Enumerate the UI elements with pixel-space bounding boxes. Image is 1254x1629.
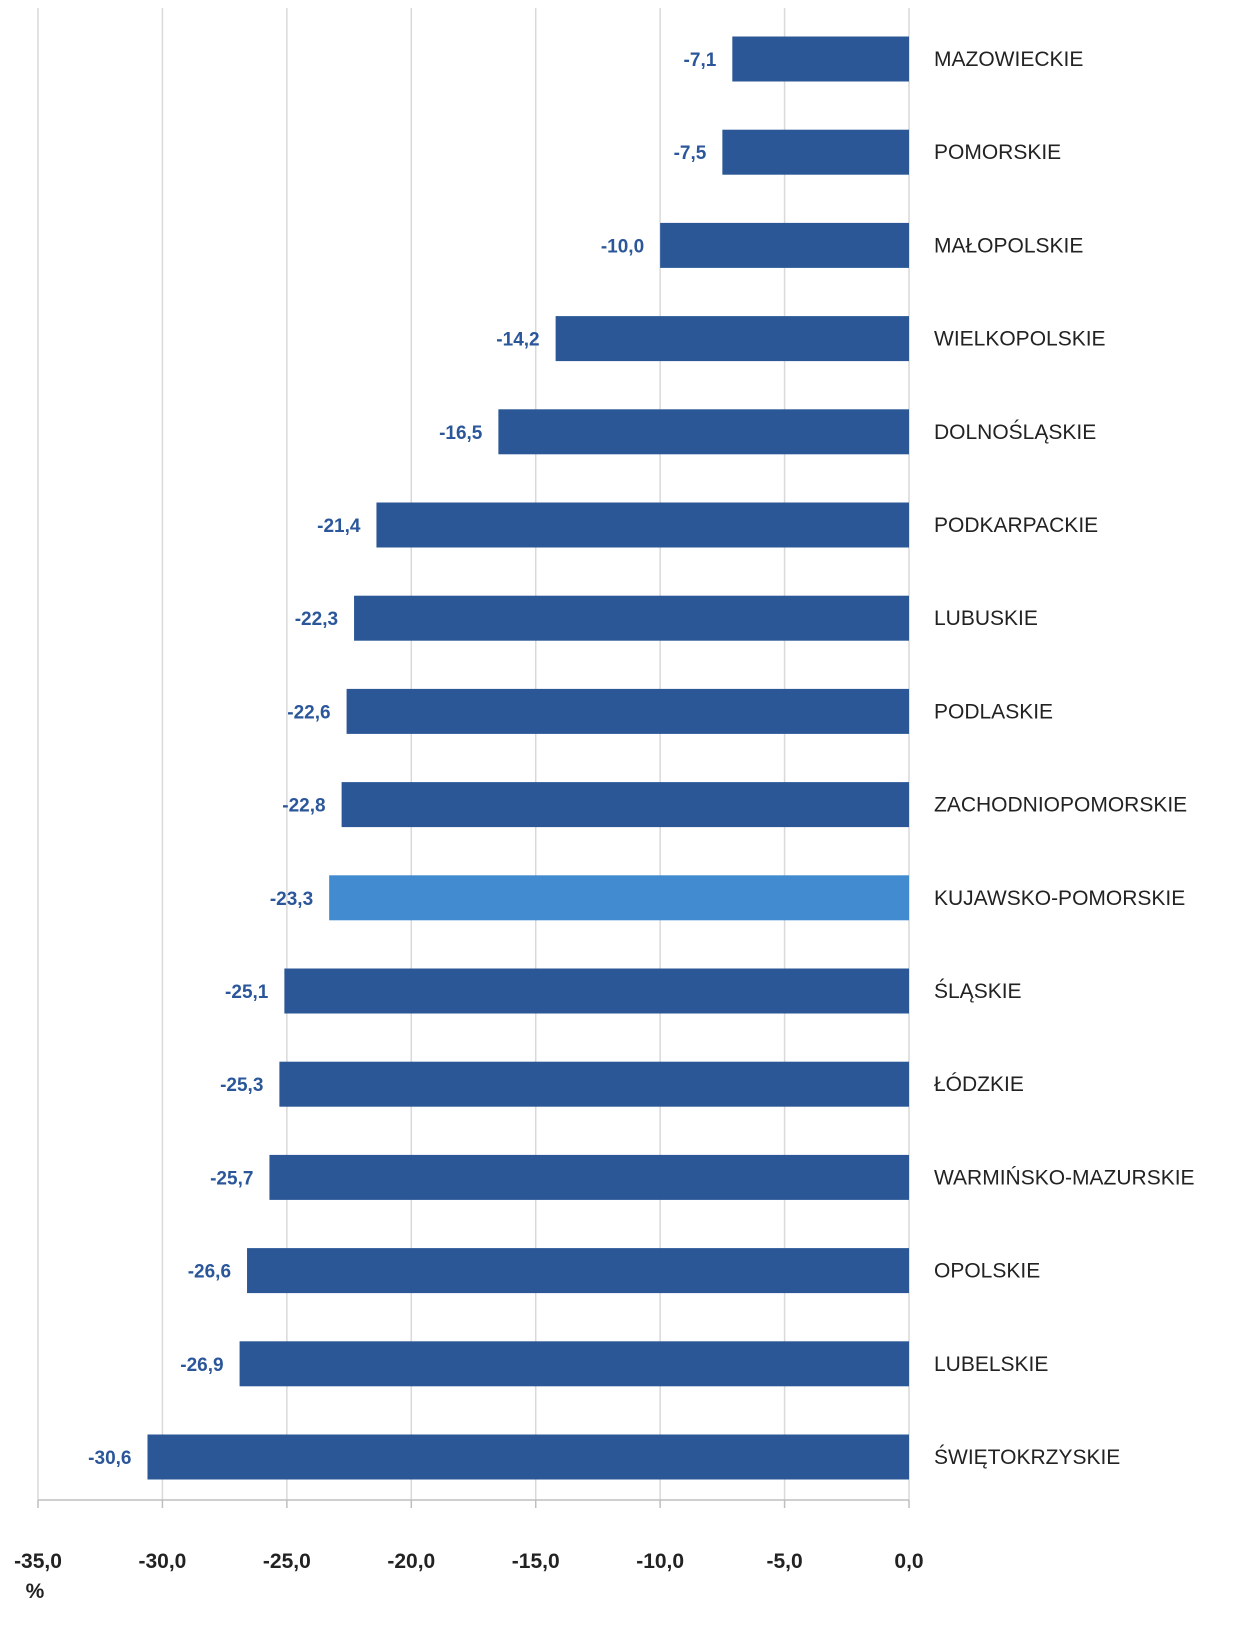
category-label: LUBUSKIE (934, 607, 1038, 630)
data-label: -25,7 (210, 1168, 253, 1189)
data-label: -23,3 (270, 889, 313, 910)
category-label: MAŁOPOLSKIE (934, 234, 1083, 257)
data-label: -22,6 (287, 702, 330, 723)
data-label: -26,9 (180, 1355, 223, 1376)
bar (284, 968, 910, 1014)
category-label: MAZOWIECKIE (934, 48, 1083, 71)
x-tick-label: -20,0 (387, 1550, 435, 1573)
data-label: -26,6 (188, 1262, 231, 1283)
x-tick-label: 0,0 (894, 1550, 923, 1573)
bar (346, 688, 909, 734)
data-label: -22,8 (282, 796, 325, 817)
bar (722, 129, 909, 175)
bars (147, 36, 910, 1480)
bar (239, 1341, 909, 1387)
category-label: PODKARPACKIE (934, 514, 1098, 537)
bar (329, 875, 910, 921)
bar (341, 782, 909, 828)
x-tick-label: -10,0 (636, 1550, 684, 1573)
category-label: WARMIŃSKO-MAZURSKIE (934, 1166, 1195, 1189)
x-tick-label: -15,0 (512, 1550, 560, 1573)
data-label: -25,1 (225, 982, 269, 1003)
category-label: ŁÓDZKIE (934, 1073, 1024, 1096)
x-tick-label: -30,0 (138, 1550, 186, 1573)
data-label: -21,4 (317, 516, 361, 537)
bar (279, 1061, 909, 1107)
category-label: OPOLSKIE (934, 1260, 1040, 1283)
bar (269, 1154, 909, 1200)
data-label: -22,3 (295, 609, 338, 630)
bar (660, 222, 909, 268)
bar (376, 502, 910, 548)
x-tick-label: -25,0 (263, 1550, 311, 1573)
x-tick-label: -35,0 (14, 1550, 62, 1573)
category-label: ŚWIĘTOKRZYSKIE (934, 1445, 1120, 1469)
labels: -7,1 MAZOWIECKIE -7,5 POMORSKIE -10,0 MAŁOPOL… (88, 48, 1194, 1469)
data-label: -7,5 (674, 143, 707, 164)
category-label: ZACHODNIOPOMORSKIE (934, 794, 1187, 817)
category-label: WIELKOPOLSKIE (934, 328, 1106, 351)
x-axis-unit: % (26, 1580, 45, 1603)
bar (498, 409, 909, 455)
bar (354, 595, 909, 641)
x-axis: -35,0 -30,0 -25,0 -20,0 -15,0 -10,0 -5,0 0,0% (14, 1499, 924, 1603)
bar (732, 36, 909, 82)
category-label: ŚLĄSKIE (934, 979, 1022, 1003)
bar (247, 1248, 910, 1294)
category-label: PODLASKIE (934, 700, 1053, 723)
data-label: -30,6 (88, 1448, 131, 1469)
data-label: -7,1 (684, 50, 717, 71)
data-label: -25,3 (220, 1075, 263, 1096)
data-label: -16,5 (439, 423, 483, 444)
data-label: -14,2 (496, 330, 539, 351)
x-tick-label: -5,0 (766, 1550, 802, 1573)
category-label: POMORSKIE (934, 141, 1061, 164)
bar (555, 316, 909, 362)
bar (147, 1434, 910, 1480)
data-label: -10,0 (601, 236, 644, 257)
category-label: KUJAWSKO-POMORSKIE (934, 887, 1185, 910)
category-label: LUBELSKIE (934, 1353, 1048, 1376)
category-label: DOLNOŚLĄSKIE (934, 420, 1096, 444)
